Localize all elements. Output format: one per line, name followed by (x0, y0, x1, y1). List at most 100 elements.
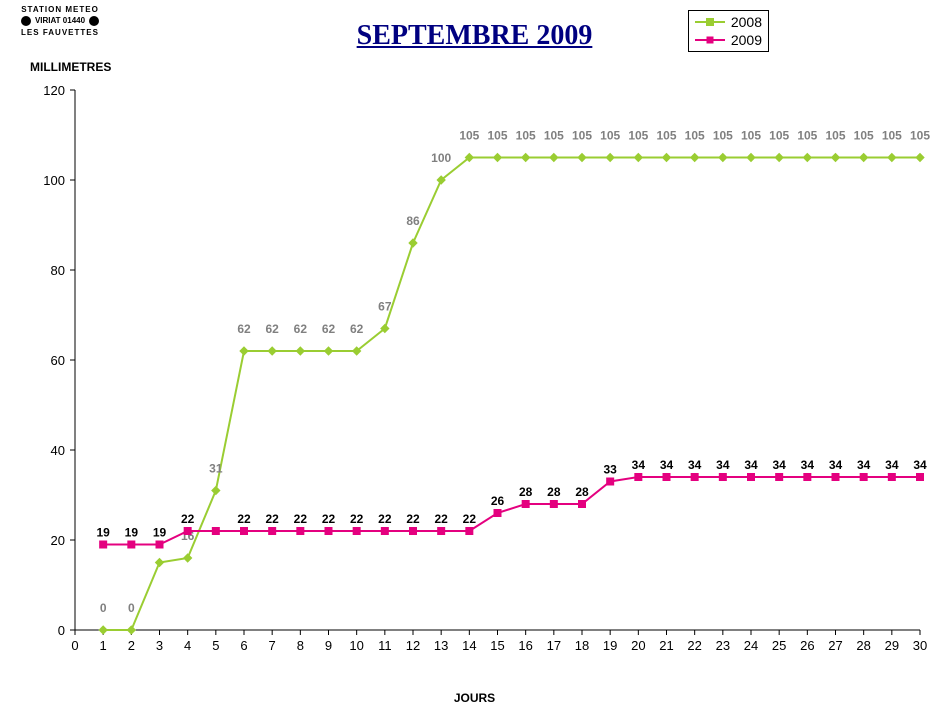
legend-label: 2008 (731, 14, 762, 30)
svg-text:105: 105 (854, 129, 874, 143)
svg-text:31: 31 (209, 462, 223, 476)
svg-text:22: 22 (687, 638, 701, 653)
svg-text:34: 34 (829, 458, 843, 472)
svg-text:62: 62 (294, 322, 308, 336)
svg-text:3: 3 (156, 638, 163, 653)
svg-text:34: 34 (857, 458, 871, 472)
svg-text:6: 6 (240, 638, 247, 653)
svg-text:5: 5 (212, 638, 219, 653)
svg-text:62: 62 (265, 322, 279, 336)
svg-text:4: 4 (184, 638, 191, 653)
svg-text:23: 23 (716, 638, 730, 653)
svg-text:60: 60 (51, 353, 65, 368)
svg-text:34: 34 (716, 458, 730, 472)
svg-text:20: 20 (631, 638, 645, 653)
svg-text:25: 25 (772, 638, 786, 653)
svg-text:15: 15 (490, 638, 504, 653)
svg-text:105: 105 (713, 129, 733, 143)
svg-text:105: 105 (797, 129, 817, 143)
svg-text:10: 10 (349, 638, 363, 653)
svg-text:28: 28 (519, 485, 533, 499)
svg-text:105: 105 (572, 129, 592, 143)
svg-text:105: 105 (544, 129, 564, 143)
svg-text:9: 9 (325, 638, 332, 653)
legend-item: 2008 (695, 13, 762, 31)
svg-text:20: 20 (51, 533, 65, 548)
svg-text:62: 62 (237, 322, 251, 336)
svg-text:7: 7 (269, 638, 276, 653)
svg-text:105: 105 (600, 129, 620, 143)
svg-text:34: 34 (660, 458, 674, 472)
svg-text:28: 28 (575, 485, 589, 499)
svg-text:33: 33 (603, 463, 617, 477)
svg-text:34: 34 (772, 458, 786, 472)
svg-text:34: 34 (688, 458, 702, 472)
svg-text:24: 24 (744, 638, 758, 653)
legend: 2008 2009 (688, 10, 769, 52)
svg-text:80: 80 (51, 263, 65, 278)
svg-text:26: 26 (491, 494, 505, 508)
svg-text:86: 86 (406, 214, 420, 228)
svg-text:105: 105 (487, 129, 507, 143)
svg-text:17: 17 (547, 638, 561, 653)
svg-text:8: 8 (297, 638, 304, 653)
svg-text:28: 28 (547, 485, 561, 499)
svg-text:105: 105 (685, 129, 705, 143)
svg-text:67: 67 (378, 300, 392, 314)
svg-text:22: 22 (181, 512, 195, 526)
svg-text:14: 14 (462, 638, 476, 653)
svg-text:19: 19 (125, 526, 139, 540)
diamond-marker-icon (706, 18, 714, 26)
svg-text:12: 12 (406, 638, 420, 653)
svg-text:22: 22 (463, 512, 477, 526)
svg-text:13: 13 (434, 638, 448, 653)
svg-text:105: 105 (769, 129, 789, 143)
svg-text:2: 2 (128, 638, 135, 653)
logo-top-text: STATION METEO (10, 5, 110, 14)
svg-text:29: 29 (885, 638, 899, 653)
legend-item: 2009 (695, 31, 762, 49)
svg-text:34: 34 (632, 458, 646, 472)
svg-text:18: 18 (575, 638, 589, 653)
svg-text:105: 105 (656, 129, 676, 143)
x-axis-label: JOURS (0, 691, 949, 705)
svg-text:34: 34 (744, 458, 758, 472)
svg-text:0: 0 (128, 601, 135, 615)
svg-text:22: 22 (265, 512, 279, 526)
svg-text:0: 0 (58, 623, 65, 638)
svg-text:22: 22 (434, 512, 448, 526)
svg-text:105: 105 (825, 129, 845, 143)
svg-text:22: 22 (322, 512, 336, 526)
line-chart: 0123456789101112131415161718192021222324… (30, 80, 930, 670)
legend-label: 2009 (731, 32, 762, 48)
chart-page: { "title": "SEPTEMBRE 2009", "logo": { "… (0, 0, 949, 715)
svg-text:22: 22 (294, 512, 308, 526)
svg-text:105: 105 (459, 129, 479, 143)
chart-title: SEPTEMBRE 2009 (0, 20, 949, 52)
svg-text:16: 16 (518, 638, 532, 653)
svg-text:105: 105 (910, 129, 930, 143)
svg-text:120: 120 (43, 83, 65, 98)
svg-text:21: 21 (659, 638, 673, 653)
svg-text:19: 19 (153, 526, 167, 540)
svg-text:1: 1 (100, 638, 107, 653)
svg-text:62: 62 (322, 322, 336, 336)
svg-text:22: 22 (378, 512, 392, 526)
svg-text:105: 105 (741, 129, 761, 143)
svg-text:0: 0 (100, 601, 107, 615)
svg-text:22: 22 (350, 512, 364, 526)
svg-text:40: 40 (51, 443, 65, 458)
svg-text:105: 105 (882, 129, 902, 143)
svg-text:34: 34 (801, 458, 815, 472)
svg-text:34: 34 (913, 458, 927, 472)
svg-text:34: 34 (885, 458, 899, 472)
svg-text:27: 27 (828, 638, 842, 653)
svg-text:19: 19 (603, 638, 617, 653)
svg-text:105: 105 (628, 129, 648, 143)
svg-text:28: 28 (856, 638, 870, 653)
svg-text:26: 26 (800, 638, 814, 653)
svg-text:22: 22 (237, 512, 251, 526)
svg-text:22: 22 (406, 512, 420, 526)
svg-text:100: 100 (43, 173, 65, 188)
y-axis-label: MILLIMETRES (30, 60, 111, 74)
